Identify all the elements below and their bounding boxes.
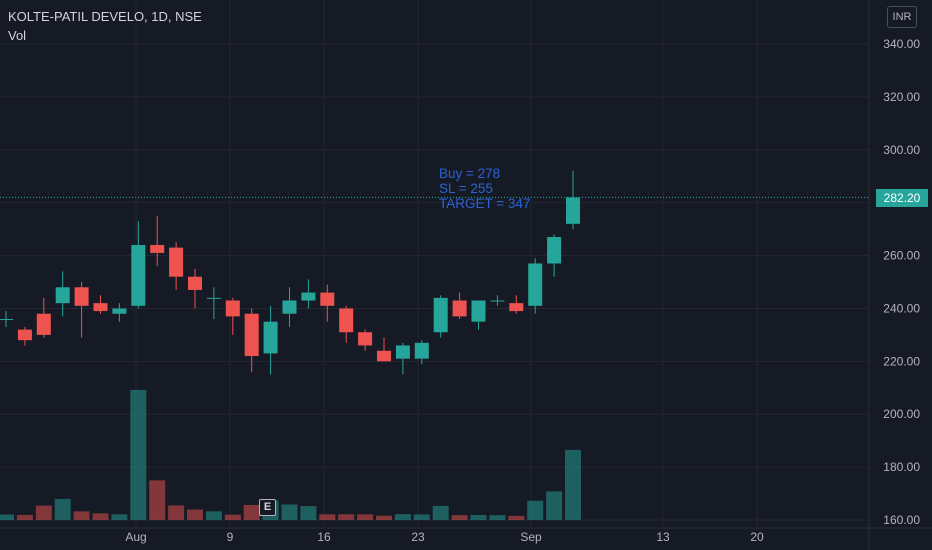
time-tick-label: 13 [656,530,670,544]
candle-body [490,300,505,302]
time-tick-label: 23 [411,530,425,544]
candle-body [206,297,221,299]
volume-bar [0,514,14,520]
price-tick-label: 220.00 [883,354,920,368]
time-tick-label: 20 [750,530,764,544]
price-tick-label: 200.00 [883,407,920,421]
volume-bar [168,505,185,520]
volume-bar [35,505,52,520]
annotation-target: TARGET = 347 [439,196,531,211]
volume-bar [54,498,71,520]
earnings-event-marker[interactable]: E [259,499,276,516]
volume-bar [357,514,374,520]
candle-body [452,300,467,317]
volume-bar [546,491,563,520]
annotation-sl: SL = 255 [439,181,493,196]
volume-bar [300,506,317,520]
time-tick-label: Sep [520,530,542,544]
volume-bar [338,514,355,520]
candlesticks [0,170,580,375]
candle-body [225,300,240,317]
volume-bar [470,514,487,520]
volume-bar [187,509,203,520]
candle-body [528,263,543,306]
volume-bar [73,511,90,520]
annotation-buy: Buy = 278 [439,166,501,181]
candle-body [169,247,184,277]
candle-body [301,292,316,301]
candle-body [36,313,51,335]
candle-body [150,244,165,253]
currency-selector[interactable]: INR [887,6,917,28]
time-tick-label: 9 [227,530,234,544]
volume-bar [281,504,298,520]
candle-body [471,300,486,322]
price-tick-label: 340.00 [883,37,920,51]
volume-bar [319,514,336,520]
candle-body [263,321,278,354]
price-axis[interactable]: 340.00320.00300.00280.00260.00240.00220.… [868,0,920,550]
candle-body [358,332,373,346]
candle-body [547,237,562,264]
candle-body [282,300,297,314]
candle-body [509,303,524,312]
volume-bar [565,449,581,520]
volume-bar [224,514,241,520]
candle-body [339,308,354,333]
volume-bar [489,515,506,520]
candle-body [55,287,70,304]
volume-bar [451,515,468,520]
volume-bar [92,513,109,520]
volume-bar [508,515,525,520]
candle-body [93,303,108,312]
candle-body [414,342,429,359]
volume-bar [111,514,128,520]
volume-bar [243,504,260,520]
volume-bar [432,505,449,520]
candle-body [74,287,89,306]
candle-body [17,329,32,341]
candle-body [188,276,202,290]
candle-body [395,345,410,359]
price-tick-label: 300.00 [883,143,920,157]
time-tick-label: 16 [317,530,331,544]
price-tick-label: 160.00 [883,513,920,527]
price-tick-label: 240.00 [883,301,920,315]
volume-bar [413,514,430,520]
volume-bar [130,390,147,520]
last-price-tag: 282.20 [876,189,928,207]
candle-body [566,197,580,224]
volume-bar [205,511,222,520]
candle-body [377,350,391,362]
price-tick-label: 320.00 [883,90,920,104]
volume-bar [527,500,544,520]
price-tick-label: 180.00 [883,460,920,474]
volume-bar [394,514,411,520]
candle-body [131,244,146,306]
volume-bar [16,514,33,520]
symbol-title[interactable]: KOLTE-PATIL DEVELO, 1D, NSE [8,9,202,24]
volume-bar [149,480,166,520]
candle-body [0,319,13,321]
candle-body [320,292,335,306]
time-tick-label: Aug [125,530,146,544]
price-tick-label: 260.00 [883,249,920,263]
candle-body [433,297,448,333]
volume-bar [376,515,392,520]
candle-body [112,308,127,314]
candle-body [244,313,259,357]
volume-indicator-label[interactable]: Vol [8,28,27,43]
time-axis[interactable]: Aug 9 16 23 Sep 13 20 [0,527,932,544]
trade-annotation[interactable]: Buy = 278 SL = 255 TARGET = 347 [439,166,530,211]
volume-bars [0,390,581,520]
